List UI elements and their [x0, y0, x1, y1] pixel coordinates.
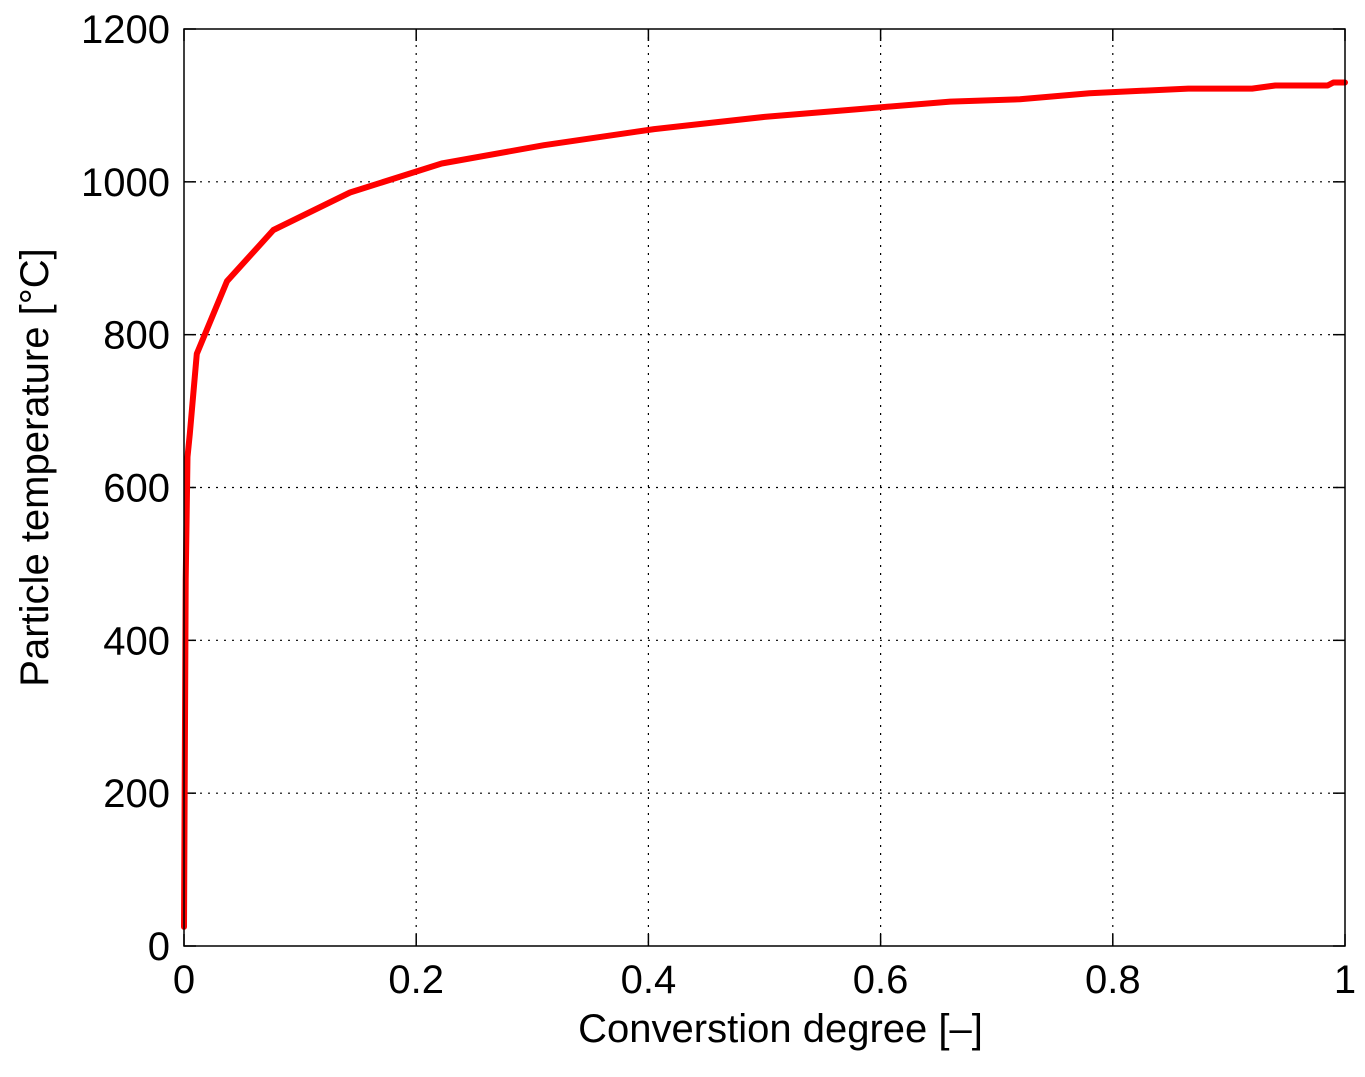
y-tick-labels: 0 200 400 600 800 1000 1200: [81, 8, 170, 969]
y-tick-label: 400: [103, 619, 170, 663]
plot-frame: [183, 28, 1346, 947]
x-tick-label: 0.6: [853, 958, 909, 1002]
x-axis-label: Converstion degree [–]: [578, 1007, 983, 1051]
series-line-1: [181, 79, 1348, 930]
x-tick-label: 0.8: [1085, 958, 1141, 1002]
x-tick-label: 0.2: [388, 958, 444, 1002]
y-axis-label: Particle temperature [°C]: [13, 248, 57, 686]
y-tick-label: 600: [103, 467, 170, 511]
x-tick-labels: 0 0.2 0.4 0.6 0.8 1: [173, 958, 1356, 1002]
y-tick-label: 200: [103, 772, 170, 816]
y-tick-label: 1200: [81, 8, 170, 52]
series-group: [181, 79, 1348, 930]
y-tick-label: 0: [148, 925, 170, 969]
x-tick-label: 0: [173, 958, 195, 1002]
x-tick-label: 0.4: [621, 958, 677, 1002]
y-tick-label: 800: [103, 314, 170, 358]
y-tick-label: 1000: [81, 161, 170, 205]
x-tick-label: 1: [1334, 958, 1356, 1002]
